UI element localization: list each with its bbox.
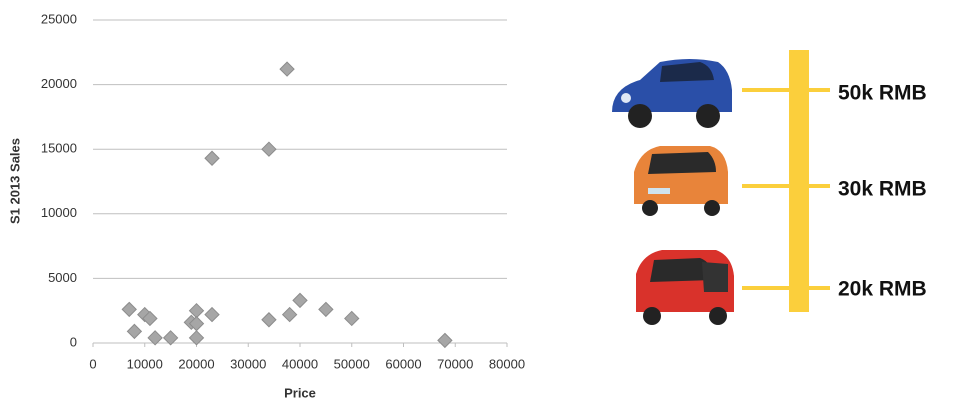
point bbox=[188, 330, 205, 346]
point bbox=[204, 306, 220, 323]
car-orange bbox=[634, 146, 728, 216]
x-tick-label: 60000 bbox=[385, 356, 421, 371]
point bbox=[126, 323, 143, 340]
point bbox=[292, 292, 308, 309]
car-red bbox=[636, 250, 734, 325]
y-tick-label: 0 bbox=[70, 334, 77, 349]
scale-bar bbox=[789, 50, 809, 312]
x-tick-label: 20000 bbox=[178, 356, 214, 371]
point bbox=[261, 312, 277, 328]
point bbox=[162, 330, 179, 346]
point bbox=[121, 301, 137, 318]
point bbox=[281, 306, 298, 323]
x-tick-label: 80000 bbox=[489, 356, 525, 371]
point bbox=[261, 141, 277, 157]
price-label: 20k RMB bbox=[838, 278, 927, 301]
x-tick-label: 50000 bbox=[334, 356, 370, 371]
price-label: 30k RMB bbox=[838, 178, 927, 201]
price-label: 50k RMB bbox=[838, 82, 927, 105]
price-scale: 50k RMB 30k RMB 20k RMB bbox=[742, 50, 927, 312]
y-axis-title: S1 2013 Sales bbox=[7, 138, 22, 224]
point bbox=[188, 315, 205, 332]
point bbox=[437, 332, 453, 349]
x-tick-label: 0 bbox=[89, 356, 96, 371]
y-tick-label: 5000 bbox=[48, 270, 77, 285]
point bbox=[318, 301, 334, 318]
x-tick-label: 70000 bbox=[437, 356, 473, 371]
y-tick-label: 15000 bbox=[41, 141, 77, 156]
x-tick-label: 30000 bbox=[230, 356, 266, 371]
car-blue bbox=[612, 59, 732, 128]
y-tick-label: 10000 bbox=[41, 205, 77, 220]
point bbox=[147, 330, 163, 346]
x-tick-label: 40000 bbox=[282, 356, 318, 371]
x-axis-title: Price bbox=[284, 385, 316, 400]
point bbox=[279, 61, 295, 77]
point bbox=[142, 310, 158, 327]
y-tick-label: 25000 bbox=[41, 11, 77, 26]
y-tick-label: 20000 bbox=[41, 76, 77, 91]
x-tick-label: 10000 bbox=[127, 356, 163, 371]
point bbox=[204, 150, 220, 166]
point bbox=[344, 310, 360, 327]
